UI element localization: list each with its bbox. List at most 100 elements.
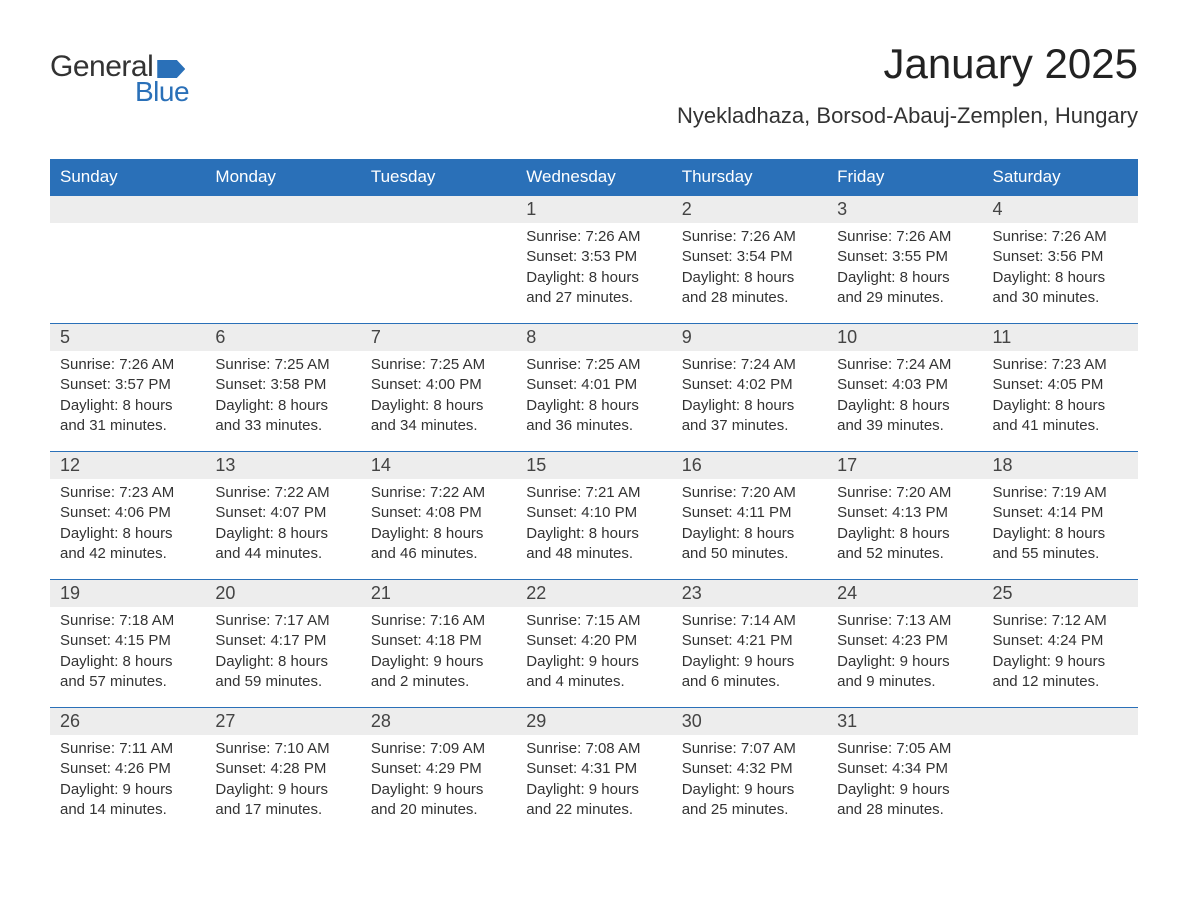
day-sunset: Sunset: 4:14 PM — [993, 503, 1128, 523]
day-body: Sunrise: 7:20 AMSunset: 4:11 PMDaylight:… — [672, 479, 827, 572]
day-number: 31 — [827, 708, 982, 735]
day-number: 25 — [983, 580, 1138, 607]
day-number: 18 — [983, 452, 1138, 479]
week-row: 5Sunrise: 7:26 AMSunset: 3:57 PMDaylight… — [50, 324, 1138, 452]
day-number-empty — [361, 196, 516, 223]
day-d1: Daylight: 8 hours — [526, 396, 661, 416]
day-d2: and 46 minutes. — [371, 544, 506, 564]
day-sunset: Sunset: 4:21 PM — [682, 631, 817, 651]
day-sunset: Sunset: 4:24 PM — [993, 631, 1128, 651]
day-d2: and 17 minutes. — [215, 800, 350, 820]
day-cell: 27Sunrise: 7:10 AMSunset: 4:28 PMDayligh… — [205, 708, 360, 836]
day-cell: 7Sunrise: 7:25 AMSunset: 4:00 PMDaylight… — [361, 324, 516, 452]
day-d2: and 36 minutes. — [526, 416, 661, 436]
day-cell: 23Sunrise: 7:14 AMSunset: 4:21 PMDayligh… — [672, 580, 827, 708]
day-sunrise: Sunrise: 7:26 AM — [682, 227, 817, 247]
day-d1: Daylight: 9 hours — [837, 652, 972, 672]
day-d2: and 4 minutes. — [526, 672, 661, 692]
day-number: 21 — [361, 580, 516, 607]
day-cell: 1Sunrise: 7:26 AMSunset: 3:53 PMDaylight… — [516, 196, 671, 324]
day-number: 28 — [361, 708, 516, 735]
day-d1: Daylight: 8 hours — [682, 268, 817, 288]
day-d2: and 29 minutes. — [837, 288, 972, 308]
day-number: 24 — [827, 580, 982, 607]
day-sunrise: Sunrise: 7:25 AM — [371, 355, 506, 375]
day-d2: and 25 minutes. — [682, 800, 817, 820]
day-d2: and 44 minutes. — [215, 544, 350, 564]
day-number: 6 — [205, 324, 360, 351]
day-sunrise: Sunrise: 7:26 AM — [60, 355, 195, 375]
day-body: Sunrise: 7:22 AMSunset: 4:07 PMDaylight:… — [205, 479, 360, 572]
day-body: Sunrise: 7:08 AMSunset: 4:31 PMDaylight:… — [516, 735, 671, 828]
day-sunrise: Sunrise: 7:16 AM — [371, 611, 506, 631]
day-number: 5 — [50, 324, 205, 351]
week-row: 26Sunrise: 7:11 AMSunset: 4:26 PMDayligh… — [50, 708, 1138, 836]
day-d1: Daylight: 9 hours — [371, 780, 506, 800]
day-sunset: Sunset: 4:00 PM — [371, 375, 506, 395]
header-right: January 2025 Nyekladhaza, Borsod-Abauj-Z… — [677, 40, 1138, 129]
day-sunrise: Sunrise: 7:14 AM — [682, 611, 817, 631]
day-d2: and 33 minutes. — [215, 416, 350, 436]
day-body: Sunrise: 7:14 AMSunset: 4:21 PMDaylight:… — [672, 607, 827, 700]
day-cell: 26Sunrise: 7:11 AMSunset: 4:26 PMDayligh… — [50, 708, 205, 836]
day-sunrise: Sunrise: 7:20 AM — [682, 483, 817, 503]
day-sunrise: Sunrise: 7:26 AM — [993, 227, 1128, 247]
day-number: 23 — [672, 580, 827, 607]
day-sunrise: Sunrise: 7:19 AM — [993, 483, 1128, 503]
day-cell: 19Sunrise: 7:18 AMSunset: 4:15 PMDayligh… — [50, 580, 205, 708]
day-sunrise: Sunrise: 7:07 AM — [682, 739, 817, 759]
day-cell: 9Sunrise: 7:24 AMSunset: 4:02 PMDaylight… — [672, 324, 827, 452]
day-cell: 16Sunrise: 7:20 AMSunset: 4:11 PMDayligh… — [672, 452, 827, 580]
day-sunrise: Sunrise: 7:20 AM — [837, 483, 972, 503]
day-number-empty — [983, 708, 1138, 735]
day-sunset: Sunset: 3:53 PM — [526, 247, 661, 267]
day-cell: 5Sunrise: 7:26 AMSunset: 3:57 PMDaylight… — [50, 324, 205, 452]
day-d1: Daylight: 8 hours — [215, 524, 350, 544]
day-d1: Daylight: 8 hours — [837, 524, 972, 544]
day-body: Sunrise: 7:21 AMSunset: 4:10 PMDaylight:… — [516, 479, 671, 572]
day-sunset: Sunset: 4:34 PM — [837, 759, 972, 779]
day-sunrise: Sunrise: 7:12 AM — [993, 611, 1128, 631]
day-d1: Daylight: 8 hours — [993, 396, 1128, 416]
logo: General Blue — [50, 50, 189, 108]
day-cell: 24Sunrise: 7:13 AMSunset: 4:23 PMDayligh… — [827, 580, 982, 708]
page-title: January 2025 — [677, 40, 1138, 88]
day-body: Sunrise: 7:07 AMSunset: 4:32 PMDaylight:… — [672, 735, 827, 828]
day-number: 8 — [516, 324, 671, 351]
day-cell — [205, 196, 360, 324]
day-sunset: Sunset: 4:02 PM — [682, 375, 817, 395]
day-d1: Daylight: 9 hours — [526, 652, 661, 672]
day-number: 22 — [516, 580, 671, 607]
day-sunset: Sunset: 4:08 PM — [371, 503, 506, 523]
day-body: Sunrise: 7:24 AMSunset: 4:03 PMDaylight:… — [827, 351, 982, 444]
header: General Blue January 2025 Nyekladhaza, B… — [50, 40, 1138, 129]
day-body: Sunrise: 7:16 AMSunset: 4:18 PMDaylight:… — [361, 607, 516, 700]
day-d2: and 22 minutes. — [526, 800, 661, 820]
day-body: Sunrise: 7:26 AMSunset: 3:57 PMDaylight:… — [50, 351, 205, 444]
weekday-row: SundayMondayTuesdayWednesdayThursdayFrid… — [50, 159, 1138, 196]
day-sunset: Sunset: 4:05 PM — [993, 375, 1128, 395]
day-sunset: Sunset: 4:29 PM — [371, 759, 506, 779]
day-sunrise: Sunrise: 7:25 AM — [526, 355, 661, 375]
calendar-table: SundayMondayTuesdayWednesdayThursdayFrid… — [50, 159, 1138, 836]
day-number: 9 — [672, 324, 827, 351]
day-cell: 2Sunrise: 7:26 AMSunset: 3:54 PMDaylight… — [672, 196, 827, 324]
day-sunrise: Sunrise: 7:22 AM — [215, 483, 350, 503]
day-cell: 21Sunrise: 7:16 AMSunset: 4:18 PMDayligh… — [361, 580, 516, 708]
day-d1: Daylight: 8 hours — [526, 524, 661, 544]
day-sunrise: Sunrise: 7:11 AM — [60, 739, 195, 759]
day-body: Sunrise: 7:23 AMSunset: 4:05 PMDaylight:… — [983, 351, 1138, 444]
day-cell: 30Sunrise: 7:07 AMSunset: 4:32 PMDayligh… — [672, 708, 827, 836]
day-sunset: Sunset: 3:58 PM — [215, 375, 350, 395]
day-sunset: Sunset: 4:17 PM — [215, 631, 350, 651]
day-body: Sunrise: 7:05 AMSunset: 4:34 PMDaylight:… — [827, 735, 982, 828]
day-sunrise: Sunrise: 7:05 AM — [837, 739, 972, 759]
day-sunrise: Sunrise: 7:26 AM — [526, 227, 661, 247]
day-cell: 12Sunrise: 7:23 AMSunset: 4:06 PMDayligh… — [50, 452, 205, 580]
day-d1: Daylight: 9 hours — [682, 780, 817, 800]
day-d1: Daylight: 8 hours — [60, 524, 195, 544]
location-subtitle: Nyekladhaza, Borsod-Abauj-Zemplen, Hunga… — [677, 103, 1138, 129]
day-number: 17 — [827, 452, 982, 479]
day-d2: and 57 minutes. — [60, 672, 195, 692]
day-body: Sunrise: 7:13 AMSunset: 4:23 PMDaylight:… — [827, 607, 982, 700]
